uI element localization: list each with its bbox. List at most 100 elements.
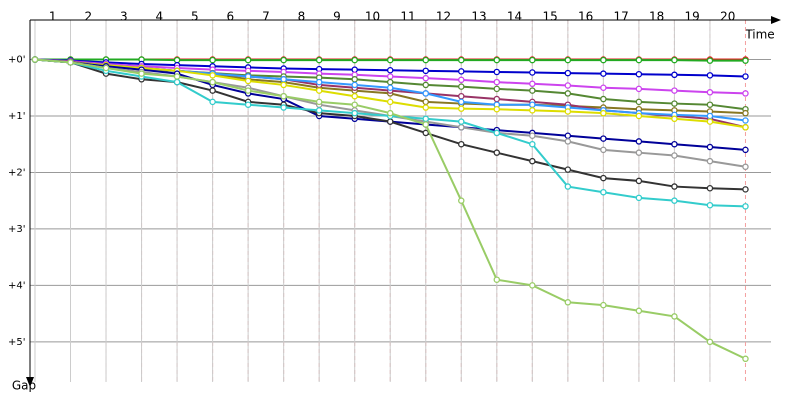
data-point — [529, 282, 536, 289]
data-point — [244, 56, 252, 64]
x-tick-label: 19 — [685, 10, 700, 24]
data-point — [422, 98, 429, 106]
data-point — [671, 313, 678, 320]
data-point — [529, 56, 536, 64]
data-point — [280, 56, 287, 64]
y-tick-label: +4' — [8, 280, 26, 291]
data-point — [600, 70, 607, 77]
data-point — [529, 132, 536, 139]
data-point — [422, 81, 429, 89]
data-point — [315, 56, 323, 64]
data-point — [706, 338, 714, 346]
x-tick-label: 6 — [227, 10, 235, 24]
data-point — [458, 68, 465, 75]
data-point — [493, 56, 501, 64]
data-point — [564, 108, 572, 115]
data-point — [280, 104, 287, 111]
data-point — [742, 117, 749, 124]
data-point — [386, 118, 394, 125]
data-point — [529, 87, 536, 94]
data-point — [422, 74, 429, 82]
data-point — [315, 87, 323, 94]
data-point — [600, 188, 607, 196]
data-point — [529, 157, 536, 165]
data-point — [706, 57, 714, 64]
x-tick-label: 9 — [333, 10, 341, 24]
data-point — [244, 87, 252, 94]
data-point — [493, 85, 501, 93]
data-point — [671, 197, 678, 204]
x-tick-label: 5 — [191, 10, 199, 24]
data-point — [315, 78, 323, 86]
x-tick-label: 1 — [49, 10, 57, 24]
data-point — [671, 87, 678, 94]
data-point — [529, 107, 536, 114]
data-point — [564, 138, 572, 145]
x-tick-label: 17 — [613, 10, 628, 24]
data-point — [600, 56, 607, 64]
x-tick-label: 14 — [507, 10, 522, 24]
data-point — [600, 135, 607, 142]
data-point — [600, 174, 607, 182]
data-point — [564, 69, 572, 77]
data-point — [706, 118, 714, 125]
data-point — [351, 81, 358, 89]
y-tick-label: +3' — [8, 224, 26, 235]
data-point — [671, 115, 678, 123]
data-point — [493, 129, 501, 137]
data-point — [458, 83, 465, 90]
x-tick-label: 13 — [471, 10, 486, 24]
data-point — [351, 66, 358, 73]
data-point — [564, 166, 572, 173]
data-point — [564, 183, 572, 190]
data-point — [529, 80, 536, 88]
data-point — [102, 64, 110, 72]
y-tick-label: +2' — [8, 167, 26, 178]
data-point — [600, 146, 607, 154]
x-axis-label: Time — [744, 28, 774, 42]
data-point — [671, 100, 678, 107]
data-point — [351, 76, 358, 83]
data-point — [422, 129, 429, 137]
data-point — [706, 157, 714, 165]
data-point — [209, 78, 216, 86]
data-point — [493, 95, 501, 103]
data-point — [635, 307, 643, 315]
data-point — [422, 56, 429, 64]
data-point — [173, 78, 181, 86]
data-point — [315, 98, 323, 106]
y-tick-label: +0' — [8, 55, 26, 66]
data-point — [742, 203, 749, 210]
data-point — [564, 132, 572, 139]
y-axis-arrow — [26, 377, 34, 387]
data-point — [280, 81, 287, 89]
data-point — [209, 72, 216, 79]
data-point — [742, 124, 749, 131]
data-point — [386, 56, 394, 64]
data-point — [422, 115, 429, 123]
x-tick-label: 11 — [400, 10, 415, 24]
data-point — [564, 90, 572, 97]
data-point — [635, 56, 643, 64]
data-point — [635, 98, 643, 106]
data-point — [458, 105, 465, 112]
data-point — [529, 101, 536, 108]
data-point — [458, 124, 465, 131]
data-point — [351, 92, 358, 100]
data-point — [138, 70, 145, 77]
data-point — [422, 104, 429, 111]
data-point — [635, 149, 643, 156]
data-point — [386, 84, 394, 92]
data-point — [742, 57, 749, 64]
data-point — [244, 101, 252, 108]
data-point — [173, 56, 181, 64]
data-point — [706, 72, 714, 79]
data-point — [706, 89, 714, 96]
data-point — [351, 56, 358, 64]
data-point — [458, 197, 465, 204]
data-point — [386, 109, 394, 117]
data-point — [635, 177, 643, 185]
data-point — [671, 56, 678, 64]
data-point — [600, 84, 607, 92]
data-point — [706, 112, 714, 120]
